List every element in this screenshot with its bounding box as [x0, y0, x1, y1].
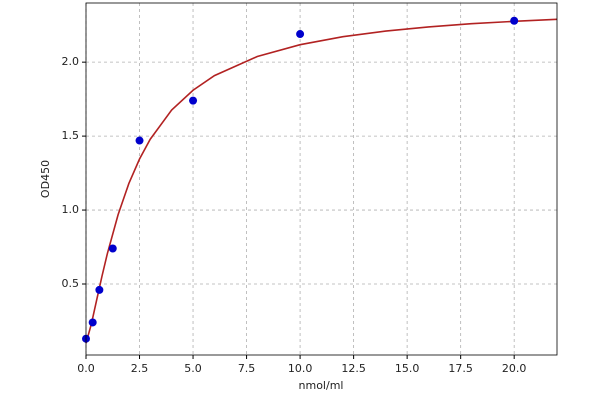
- x-tick-label: 20.0: [502, 362, 527, 375]
- data-point: [88, 318, 97, 327]
- x-tick-label: 12.5: [341, 362, 366, 375]
- data-point: [296, 30, 305, 39]
- x-tick-label: 0.0: [77, 362, 95, 375]
- y-axis-label: OD450: [39, 160, 52, 198]
- data-point: [95, 285, 104, 294]
- y-tick-label: 1.5: [62, 129, 80, 142]
- data-point: [510, 16, 519, 25]
- y-tick-label: 2.0: [62, 55, 80, 68]
- fit-curve: [85, 18, 558, 344]
- y-tick-label: 0.5: [62, 277, 80, 290]
- data-point: [108, 244, 117, 253]
- x-tick-label: 10.0: [288, 362, 313, 375]
- data-point: [189, 96, 198, 105]
- x-tick-label: 17.5: [448, 362, 473, 375]
- x-tick-label: 7.5: [238, 362, 256, 375]
- x-tick-label: 15.0: [395, 362, 420, 375]
- plot-frame: [85, 2, 558, 356]
- x-axis-label: nmol/ml: [299, 379, 344, 392]
- data-point: [135, 136, 144, 145]
- x-tick-label: 2.5: [131, 362, 149, 375]
- x-tick-label: 5.0: [184, 362, 202, 375]
- y-tick-label: 1.0: [62, 203, 80, 216]
